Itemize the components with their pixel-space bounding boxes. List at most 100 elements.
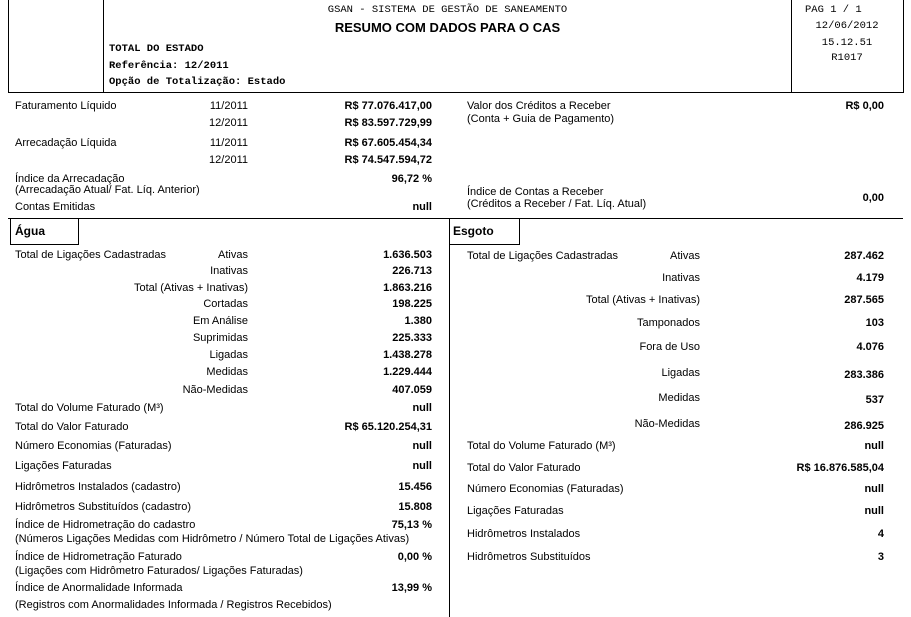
agua-sub-label: Não-Medidas bbox=[182, 384, 248, 396]
agua-row-value: 75,13 % bbox=[391, 519, 432, 531]
esgoto-row-value: R$ 16.876.585,04 bbox=[796, 462, 884, 474]
agua-row-label: Hidrômetros Substituídos (cadastro) bbox=[15, 501, 192, 513]
report-time: 15.12.51 bbox=[821, 37, 873, 49]
agua-sub-value: 226.713 bbox=[392, 265, 432, 277]
fat-period-2: 12/2011 bbox=[209, 117, 248, 129]
esgoto-sub-value: 287.565 bbox=[844, 294, 884, 306]
agua-row-value: null bbox=[412, 460, 432, 472]
esgoto-sub-value: 286.925 bbox=[844, 420, 884, 432]
esgoto-sub-label: Fora de Uso bbox=[639, 341, 700, 353]
totalization-option: Opção de Totalização: Estado bbox=[109, 76, 286, 88]
agua-row-label: Índice de Anormalidade Informada bbox=[15, 582, 183, 594]
agua-row-value: null bbox=[412, 402, 432, 414]
agua-sub-value: 407.059 bbox=[392, 384, 432, 396]
divider bbox=[449, 218, 450, 617]
contas-value: null bbox=[412, 201, 432, 213]
esgoto-sub-value: 4.076 bbox=[856, 341, 884, 353]
agua-sub-value: 1.438.278 bbox=[383, 349, 432, 361]
agua-row-value: R$ 65.120.254,31 bbox=[344, 421, 432, 433]
report-header bbox=[8, 0, 904, 93]
agua-row-value: 15.456 bbox=[398, 481, 432, 493]
divider bbox=[103, 0, 104, 92]
fat-period-1: 11/2011 bbox=[209, 100, 248, 112]
esgoto-sub-label: Ligadas bbox=[661, 367, 700, 379]
icr-value: 0,00 bbox=[862, 192, 884, 204]
esgoto-sub-value: 283.386 bbox=[844, 369, 884, 381]
esgoto-row-value: null bbox=[864, 483, 884, 495]
esgoto-title: Esgoto bbox=[453, 224, 494, 238]
ind-value: 96,72 % bbox=[391, 173, 432, 185]
agua-row-label: Total do Valor Faturado bbox=[15, 421, 129, 433]
agua-row-sub: (Números Ligações Medidas com Hidrômetro… bbox=[15, 533, 410, 545]
arr-value-2: R$ 74.547.594,72 bbox=[344, 154, 432, 166]
esgoto-lig-label: Total de Ligações Cadastradas bbox=[467, 250, 619, 262]
esgoto-row-value: null bbox=[864, 505, 884, 517]
esgoto-sub-label: Total (Ativas + Inativas) bbox=[585, 294, 700, 306]
agua-sub-value: 198.225 bbox=[392, 298, 432, 310]
agua-row-sub: (Ligações com Hidrômetro Faturados/ Liga… bbox=[15, 565, 303, 577]
agua-sub-label: Ativas bbox=[218, 249, 248, 261]
agua-sub-value: 1.229.444 bbox=[383, 366, 432, 378]
contas-label: Contas Emitidas bbox=[15, 201, 96, 213]
icr-label: Índice de Contas a Receber bbox=[467, 186, 604, 198]
agua-row-value: null bbox=[412, 440, 432, 452]
agua-row-value: 13,99 % bbox=[391, 582, 432, 594]
esgoto-row-value: 3 bbox=[877, 551, 884, 563]
esgoto-sub-value: 103 bbox=[865, 317, 884, 329]
cred-sub: (Conta + Guia de Pagamento) bbox=[467, 113, 615, 125]
esgoto-row-label: Número Economias (Faturadas) bbox=[467, 483, 624, 495]
fat-label: Faturamento Líquido bbox=[15, 100, 117, 112]
divider bbox=[791, 0, 792, 92]
esgoto-sub-value: 537 bbox=[865, 394, 884, 406]
agua-sub-label: Inativas bbox=[210, 265, 248, 277]
agua-title: Água bbox=[15, 224, 45, 238]
agua-sub-value: 1.863.216 bbox=[383, 282, 432, 294]
agua-sub-value: 1.636.503 bbox=[383, 249, 432, 261]
reference: Referência: 12/2011 bbox=[109, 60, 229, 72]
esgoto-sub-label: Não-Medidas bbox=[634, 418, 700, 430]
report-code: R1017 bbox=[831, 52, 863, 64]
agua-sub-value: 225.333 bbox=[392, 332, 432, 344]
report-title: RESUMO COM DADOS PARA O CAS bbox=[334, 20, 561, 35]
arr-label: Arrecadação Líquida bbox=[15, 137, 117, 149]
agua-sub-label: Total (Ativas + Inativas) bbox=[133, 282, 248, 294]
ind-label: Índice da Arrecadação bbox=[15, 173, 125, 185]
esgoto-row-label: Ligações Faturadas bbox=[467, 505, 564, 517]
esgoto-sub-label: Medidas bbox=[658, 392, 700, 404]
cred-label: Valor dos Créditos a Receber bbox=[467, 100, 611, 112]
agua-title-box bbox=[10, 218, 79, 245]
report-date: 12/06/2012 bbox=[815, 20, 879, 32]
agua-sub-label: Suprimidas bbox=[192, 332, 248, 344]
agua-row-sub: (Registros com Anormalidades Informada /… bbox=[15, 599, 332, 611]
agua-row-label: Hidrômetros Instalados (cadastro) bbox=[15, 481, 181, 493]
esgoto-sub-label: Inativas bbox=[662, 272, 700, 284]
esgoto-row-label: Hidrômetros Substituídos bbox=[467, 551, 591, 563]
agua-lig-label: Total de Ligações Cadastradas bbox=[15, 249, 167, 261]
esgoto-sub-label: Ativas bbox=[670, 250, 700, 262]
esgoto-sub-value: 287.462 bbox=[844, 250, 884, 262]
agua-row-label: Ligações Faturadas bbox=[15, 460, 112, 472]
ind-sub: (Arrecadação Atual/ Fat. Líq. Anterior) bbox=[15, 184, 200, 196]
esgoto-row-value: 4 bbox=[877, 528, 884, 540]
agua-row-label: Número Economias (Faturadas) bbox=[15, 440, 172, 452]
arr-value-1: R$ 67.605.454,34 bbox=[344, 137, 432, 149]
esgoto-row-label: Total do Valor Faturado bbox=[467, 462, 581, 474]
esgoto-sub-label: Tamponados bbox=[637, 317, 700, 329]
agua-sub-label: Ligadas bbox=[209, 349, 248, 361]
cred-value: R$ 0,00 bbox=[845, 100, 884, 112]
icr-sub: (Créditos a Receber / Fat. Líq. Atual) bbox=[467, 198, 647, 210]
agua-row-label: Índice de Hidrometração do cadastro bbox=[15, 519, 196, 531]
fat-value-2: R$ 83.597.729,99 bbox=[344, 117, 432, 129]
page-number: PAG 1 / 1 bbox=[805, 4, 862, 16]
esgoto-sub-value: 4.179 bbox=[856, 272, 884, 284]
agua-row-label: Total do Volume Faturado (M³) bbox=[15, 402, 164, 414]
esgoto-row-value: null bbox=[864, 440, 884, 452]
arr-period-1: 11/2011 bbox=[209, 137, 248, 149]
agua-sub-value: 1.380 bbox=[404, 315, 432, 327]
scope: TOTAL DO ESTADO bbox=[109, 43, 204, 55]
agua-sub-label: Medidas bbox=[206, 366, 248, 378]
system-name: GSAN - SISTEMA DE GESTÃO DE SANEAMENTO bbox=[327, 4, 568, 16]
arr-period-2: 12/2011 bbox=[209, 154, 248, 166]
esgoto-row-label: Total do Volume Faturado (M³) bbox=[467, 440, 616, 452]
